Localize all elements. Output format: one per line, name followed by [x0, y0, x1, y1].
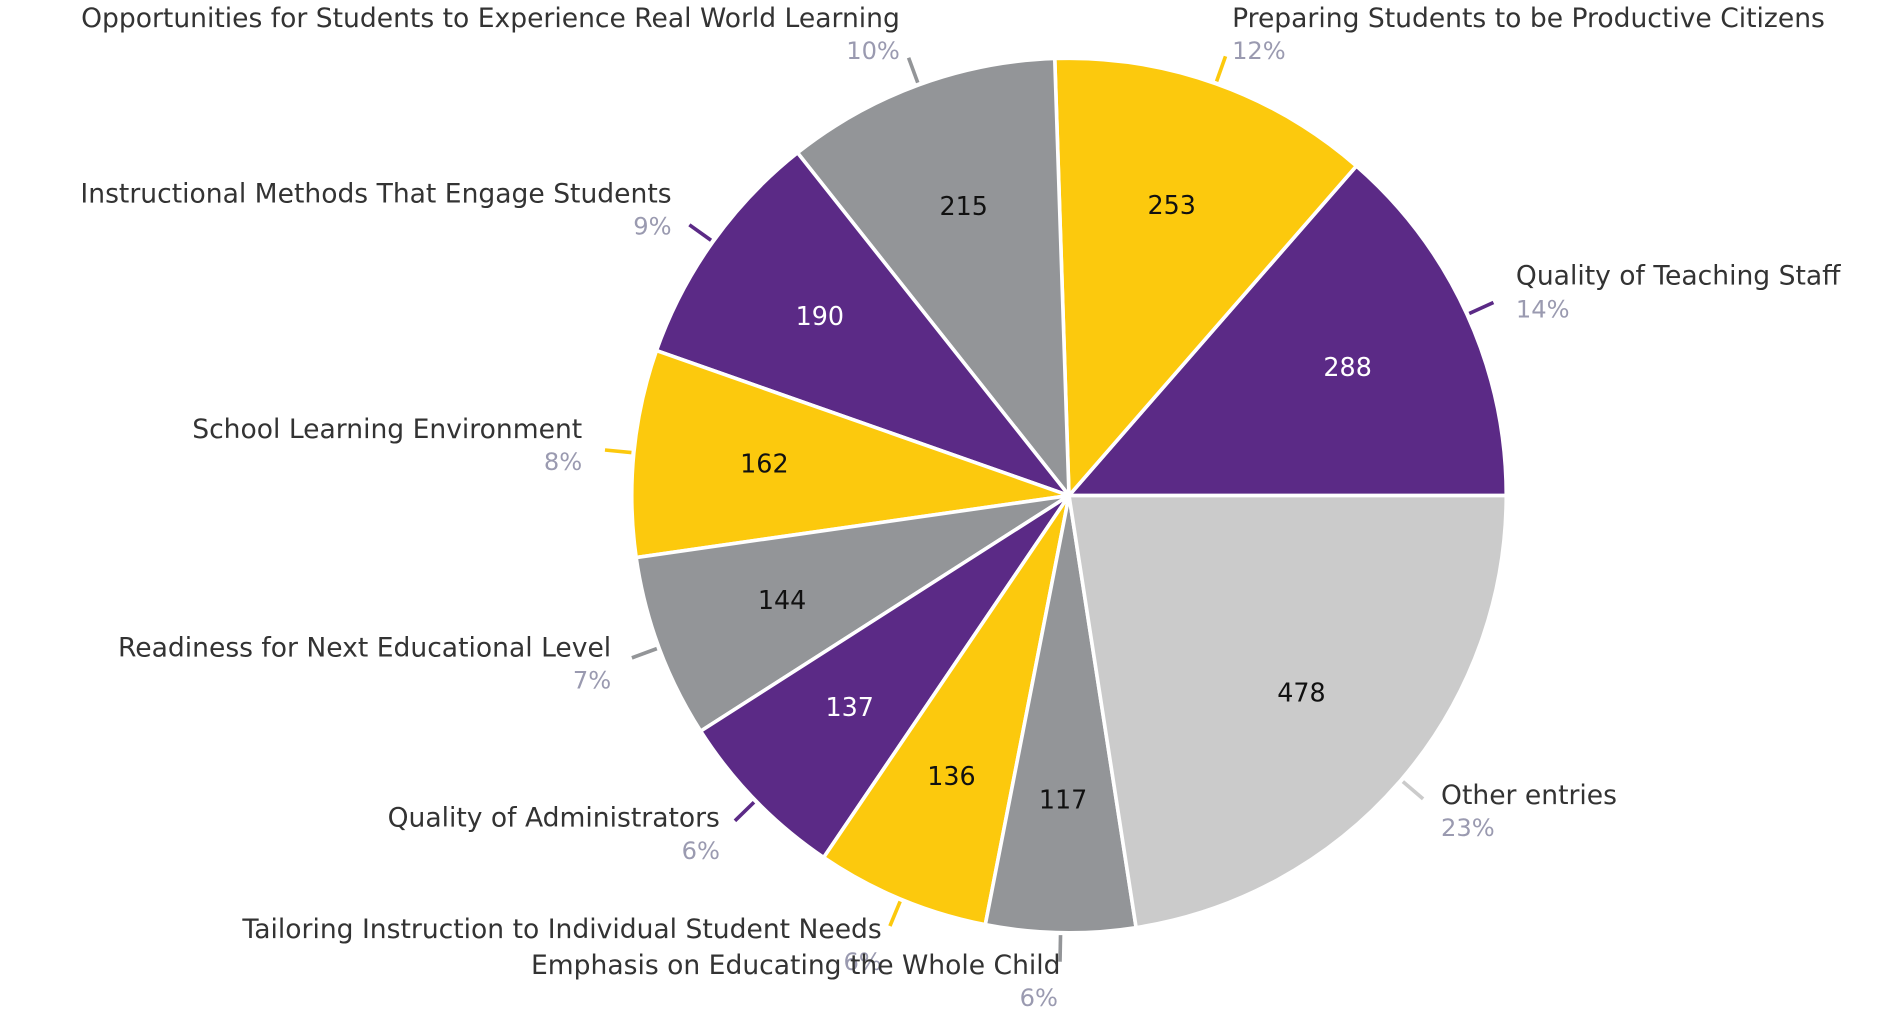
leader-line	[688, 223, 713, 242]
slice-name: Other entries	[1441, 780, 1617, 811]
pie-slice	[634, 493, 1070, 734]
leader-line	[631, 646, 658, 660]
value-label: 253	[1148, 190, 1196, 220]
leader-line	[1058, 935, 1063, 962]
pie-slice	[1066, 493, 1509, 930]
pie-slice	[794, 56, 1071, 501]
pie-slice	[629, 348, 1070, 560]
value-label: 117	[1039, 785, 1087, 815]
slice-name: School Learning Environment	[192, 414, 582, 445]
value-label: 136	[927, 761, 975, 791]
value-label: 215	[939, 191, 987, 221]
value-label: 288	[1323, 352, 1371, 382]
percent-label: 7%	[573, 667, 611, 695]
leader-line	[604, 448, 632, 455]
slice-name: Quality of Administrators	[388, 803, 720, 834]
slice-name: Instructional Methods That Engage Studen…	[80, 178, 671, 209]
slice-name: Quality of Teaching Staff	[1516, 260, 1841, 291]
percent-label: 8%	[544, 448, 582, 476]
percent-label: 12%	[1232, 37, 1286, 65]
slice-name: Readiness for Next Educational Level	[118, 632, 611, 663]
percent-label: 14%	[1516, 296, 1570, 324]
value-label: 162	[740, 449, 788, 479]
pie-slice	[983, 495, 1139, 935]
leader-line	[1401, 780, 1425, 801]
pie-slice	[698, 493, 1071, 860]
pie-slice	[821, 494, 1071, 927]
slice-name: Emphasis on Educating the Whole Child	[531, 950, 1061, 981]
leader-line	[888, 900, 902, 927]
percent-label: 6%	[682, 837, 720, 865]
pie-slice	[654, 150, 1075, 500]
percent-label: 9%	[633, 212, 671, 240]
slice-name: Opportunities for Students to Experience…	[81, 3, 900, 34]
slice-name: Tailoring Instruction to Individual Stud…	[241, 914, 881, 945]
leader-line	[1214, 55, 1228, 82]
percent-label: 6%	[843, 948, 881, 976]
value-label: 478	[1277, 678, 1325, 708]
percent-label: 10%	[846, 37, 900, 65]
slice-name: Preparing Students to be Productive Citi…	[1232, 3, 1825, 34]
value-label: 137	[825, 692, 873, 722]
leader-line	[1468, 300, 1495, 316]
percent-label: 23%	[1441, 814, 1495, 842]
leader-line	[733, 800, 756, 823]
value-label: 144	[758, 585, 806, 615]
percent-label: 6%	[1020, 984, 1058, 1012]
leader-line	[906, 57, 920, 84]
pie-slice	[1065, 163, 1509, 498]
pie-slice	[1052, 56, 1359, 501]
value-label: 190	[796, 301, 844, 331]
